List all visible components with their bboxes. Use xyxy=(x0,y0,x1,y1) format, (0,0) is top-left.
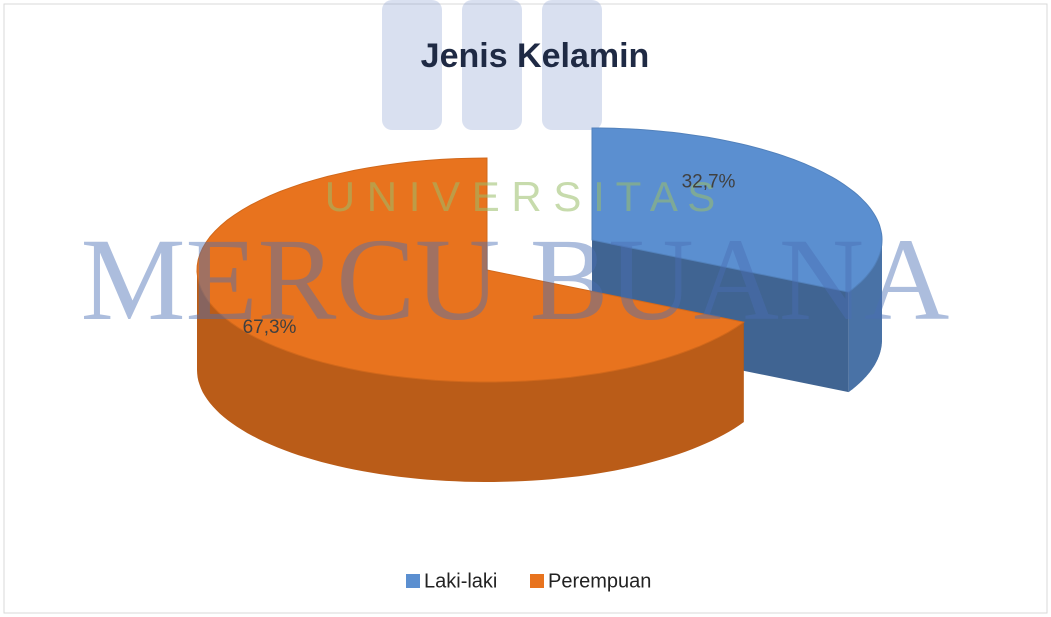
data-label: 67,3% xyxy=(243,317,297,338)
legend-label: Perempuan xyxy=(548,570,651,592)
slice xyxy=(591,127,883,293)
chart-title: Jenis Kelamin xyxy=(421,37,650,75)
legend-label: Laki-laki xyxy=(424,570,497,592)
legend: Laki-laki Perempuan xyxy=(406,570,651,592)
data-label: 32,7% xyxy=(682,171,736,192)
watermark-logo xyxy=(382,0,602,130)
slice-side xyxy=(197,270,744,482)
slice xyxy=(196,157,745,383)
legend-swatch xyxy=(530,574,544,588)
watermark-text: MERCU BUANA xyxy=(81,214,950,345)
pie xyxy=(196,127,883,482)
slice-side xyxy=(592,240,849,393)
watermark-text: U N I V E R S I T A S xyxy=(325,173,716,220)
legend-swatch xyxy=(406,574,420,588)
data-labels: 32,7% 67,3% xyxy=(243,171,736,338)
slice-side xyxy=(848,240,882,393)
